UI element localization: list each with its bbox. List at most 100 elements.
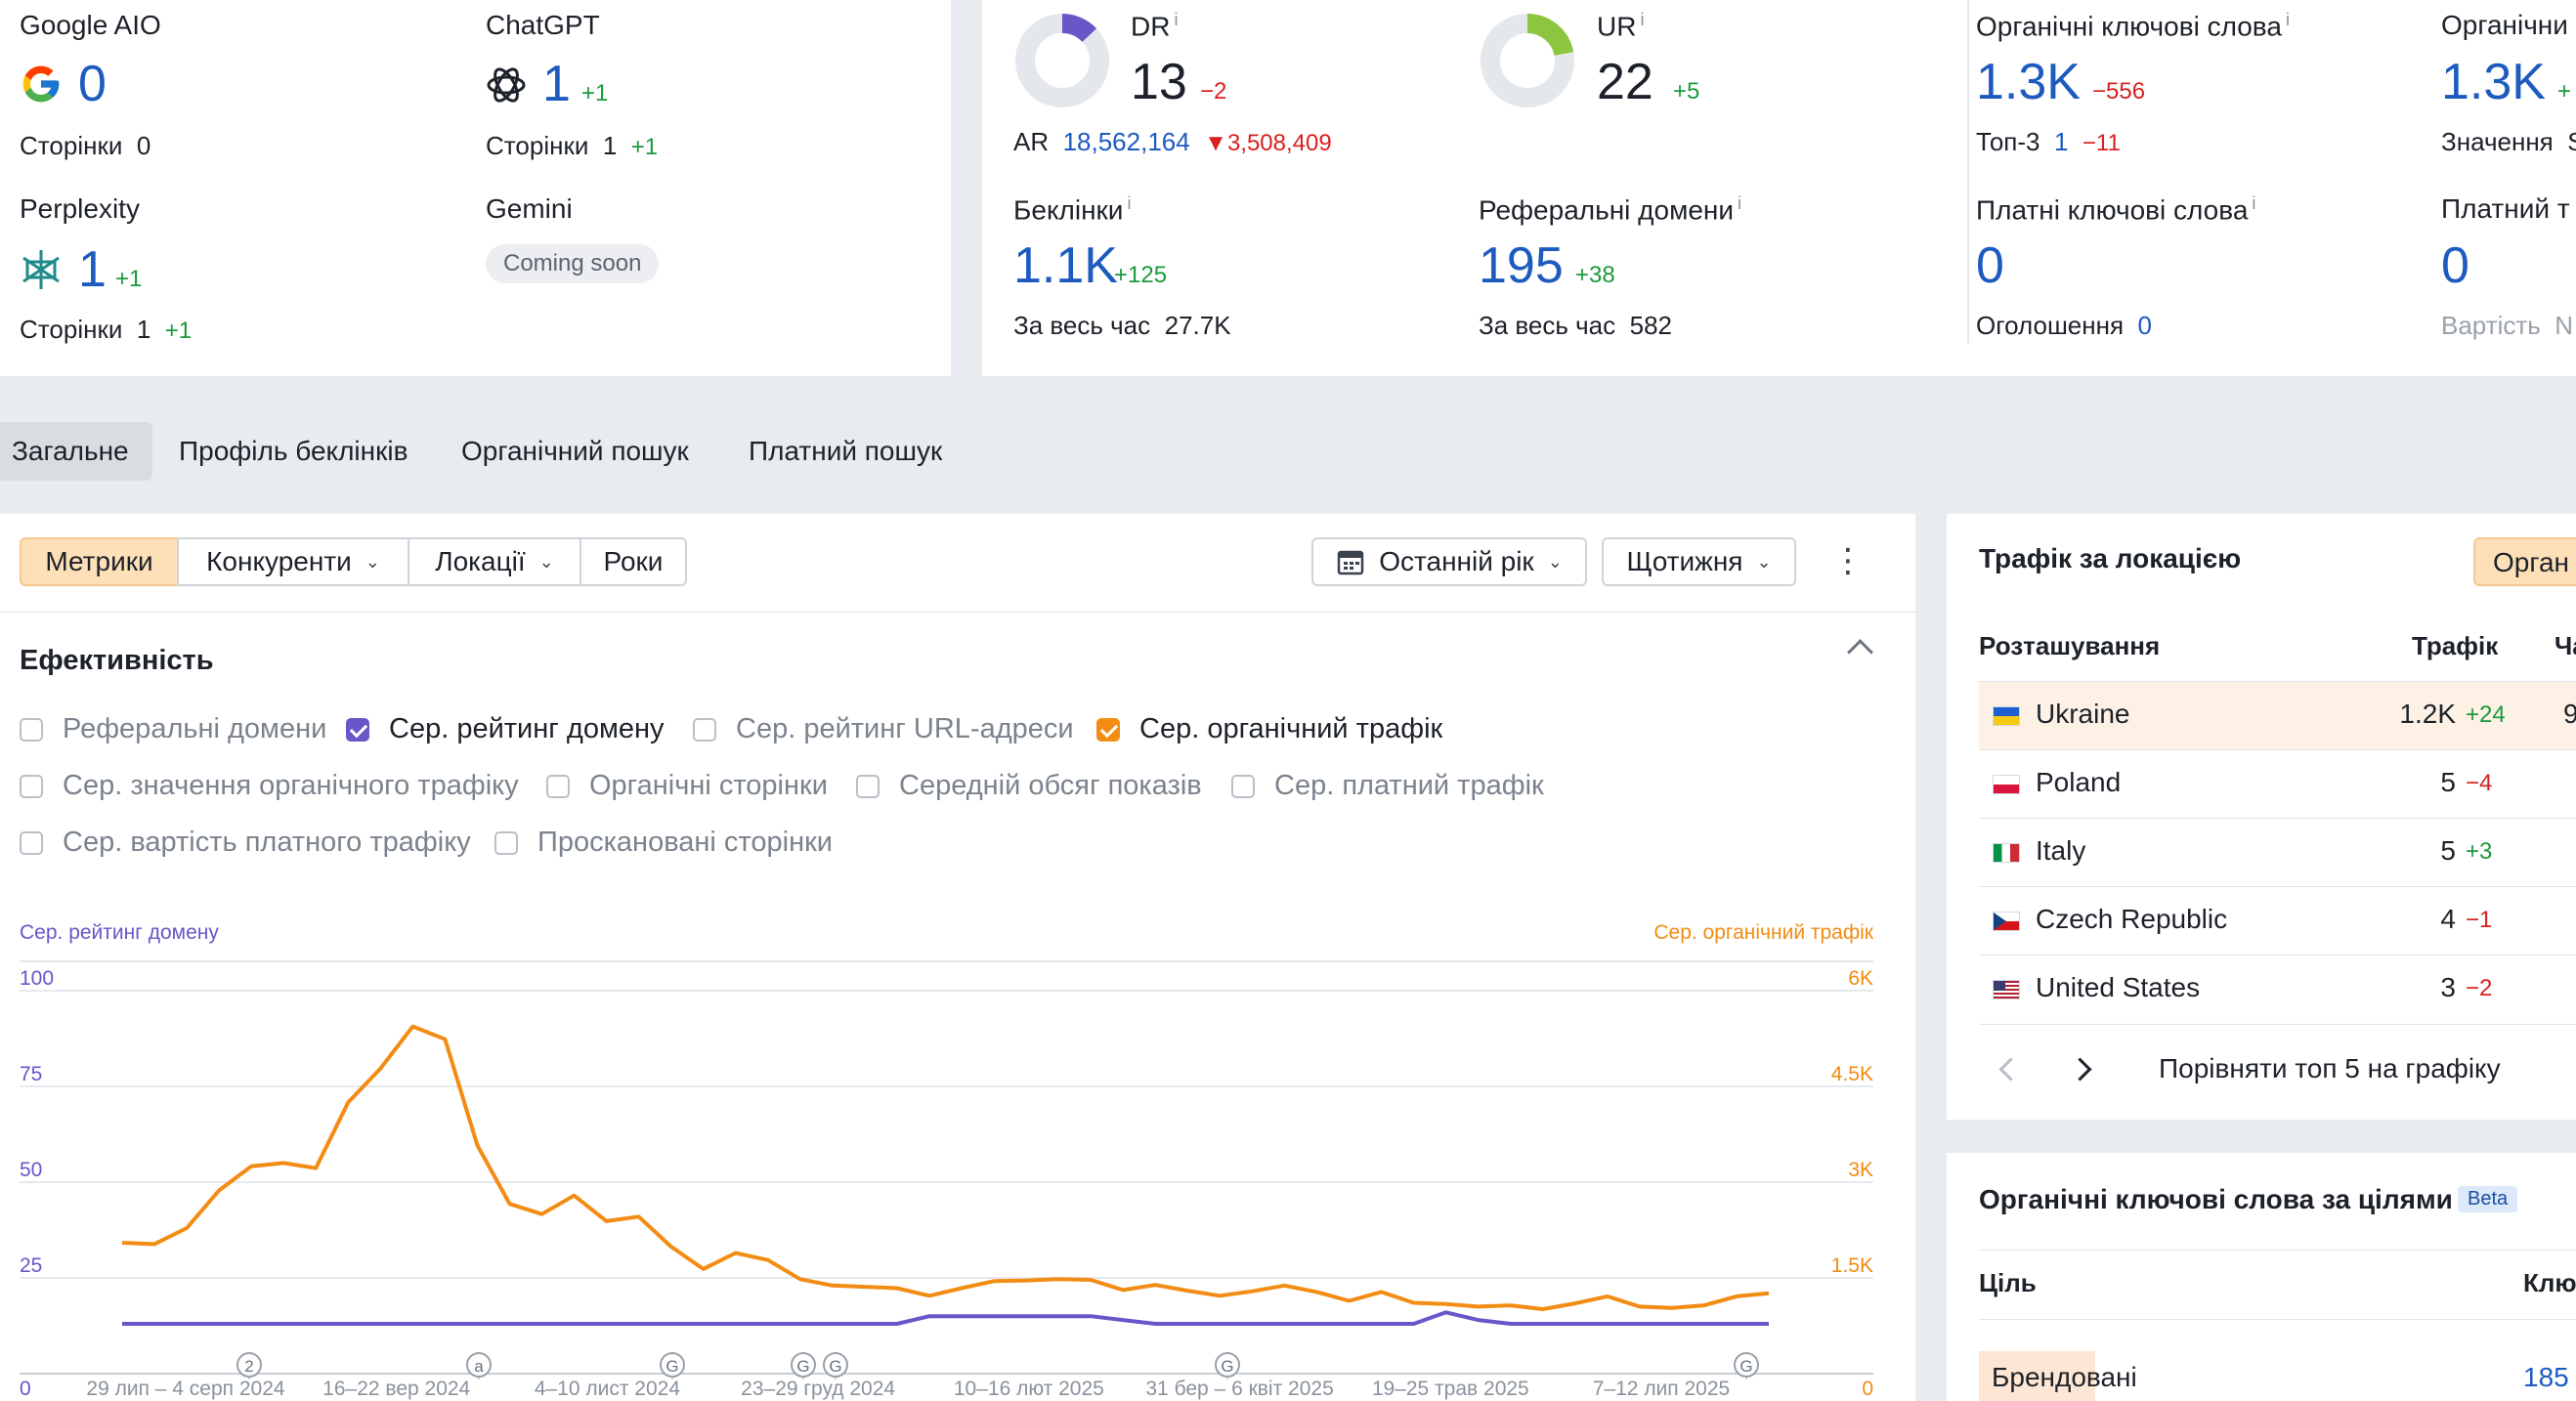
chart-annotation-marker: G [660, 1352, 685, 1380]
tab-overview[interactable]: Загальне [0, 422, 152, 481]
traffic-value: 1.2K [2399, 699, 2456, 729]
svg-text:G: G [1221, 1357, 1233, 1376]
interval-dropdown[interactable]: Щотижня ⌄ [1602, 537, 1796, 586]
google-aio-label: Google AIO [20, 10, 161, 40]
perplexity-label: Perplexity [20, 193, 140, 224]
gemini-label: Gemini [486, 193, 573, 224]
google-aio-value: 0 [78, 56, 107, 112]
chart-annotations: 2 a G G G G G [236, 1352, 1759, 1380]
flag-usa-icon [1993, 980, 2020, 999]
compare-top5-link[interactable]: Порівняти топ 5 на графіку [2159, 1053, 2501, 1083]
intent-row-value[interactable]: 185 [2523, 1362, 2569, 1392]
intent-bar [1979, 1351, 2095, 1401]
traffic-delta: −1 [2466, 907, 2493, 933]
competitors-dropdown[interactable]: Конкуренти ⌄ [177, 537, 409, 586]
organic-filter-button[interactable]: Орган [2473, 537, 2576, 586]
backlinks-label: Беклінки i [1013, 193, 1132, 226]
perplexity-icon [22, 250, 60, 289]
location-row[interactable]: United States 3 −2 [1979, 955, 2576, 1025]
chatgpt-delta: +1 [581, 80, 609, 106]
checkbox-label: Сер. платний трафік [1274, 770, 1544, 801]
series-line-organic-traffic [121, 1024, 1770, 1311]
right-tick-label: 0 [1862, 1378, 1873, 1400]
left-axis-label: Сер. рейтинг домену [20, 921, 219, 944]
beta-badge: Beta [2458, 1186, 2518, 1212]
checkbox-avg-paid-traffic[interactable] [1231, 775, 1255, 798]
performance-chart[interactable]: 100 75 50 25 0 6K 4.5K 3K 1.5K 0 29 лип – 4 серп… [0, 885, 1915, 1401]
google-aio-pages: Сторінки 0 [20, 131, 151, 160]
svg-text:G: G [665, 1357, 678, 1376]
checkbox-avg-organic-traffic[interactable] [1096, 718, 1120, 742]
organic-keywords-delta: −556 [2092, 78, 2146, 105]
location-row[interactable]: Ukraine 1.2K +24 9 [1979, 681, 2576, 750]
chevron-up-icon[interactable] [1847, 639, 1873, 665]
refdomains-label: Реферальні домени i [1479, 193, 1741, 226]
years-button[interactable]: Роки [580, 537, 687, 586]
x-axis-ticks: 29 лип – 4 серп 2024 16–22 вер 2024 4–10 л… [86, 1378, 1730, 1400]
chart-annotation-marker: a [466, 1352, 492, 1380]
chatgpt-pages: Сторінки 1 +1 [486, 131, 659, 160]
organic-traffic-value[interactable]: 1.3K [2441, 54, 2546, 110]
tab-backlink-profile[interactable]: Профіль беклінків [179, 436, 408, 466]
x-tick-label: 4–10 лист 2024 [535, 1378, 681, 1400]
checkbox-referring-domains[interactable] [20, 718, 43, 742]
checkbox-avg-impressions[interactable] [856, 775, 880, 798]
ads-row: Оголошення 0 [1976, 311, 2152, 340]
chatgpt-label: ChatGPT [486, 10, 600, 40]
paid-traffic-label: Платний т [2441, 193, 2570, 224]
dr-gauge [1015, 14, 1109, 107]
organic-keywords-value[interactable]: 1.3K [1976, 54, 2081, 110]
location-row[interactable]: Italy 5 +3 [1979, 818, 2576, 887]
performance-title: Ефективність [20, 645, 214, 676]
traffic-value: 3 [2440, 972, 2456, 1002]
right-axis-label: Сер. органічний трафік [1653, 921, 1873, 944]
left-tick-label: 25 [20, 1254, 42, 1277]
refdomains-value[interactable]: 195 [1479, 237, 1564, 294]
chevron-down-icon: ⌄ [538, 551, 554, 572]
checkbox-avg-domain-rating[interactable] [346, 718, 369, 742]
checkbox-avg-paid-cost[interactable] [20, 831, 43, 855]
left-tick-label: 100 [20, 967, 54, 990]
x-tick-label: 29 лип – 4 серп 2024 [86, 1378, 285, 1400]
checkbox-avg-organic-value[interactable] [20, 775, 43, 798]
col-extra: Ча [2555, 631, 2576, 660]
ur-label: UR i [1597, 10, 1645, 42]
svg-text:a: a [474, 1357, 484, 1376]
divider [1979, 1319, 2576, 1320]
flag-ukraine-icon [1993, 706, 2020, 726]
checkbox-avg-url-rating[interactable] [693, 718, 716, 742]
backlinks-value[interactable]: 1.1K [1013, 237, 1118, 294]
tab-paid-search[interactable]: Платний пошук [749, 436, 943, 466]
paid-cost-row: Вартість N [2441, 311, 2574, 340]
locations-dropdown[interactable]: Локації ⌄ [408, 537, 581, 586]
chart-annotation-marker: 2 [236, 1352, 262, 1380]
traffic-value: 5 [2440, 767, 2456, 797]
tab-organic-search[interactable]: Органічний пошук [461, 436, 689, 466]
checkbox-label: Сер. рейтинг домену [389, 713, 665, 744]
refdomains-delta: +38 [1575, 262, 1615, 288]
divider [1967, 0, 1969, 344]
intent-card-title: Органічні ключові слова за цілями [1979, 1184, 2453, 1214]
chevron-down-icon: ⌄ [365, 551, 380, 572]
flag-czech-icon [1993, 912, 2020, 931]
metrics-button[interactable]: Метрики [20, 537, 179, 586]
divider [1979, 1250, 2576, 1251]
x-tick-label: 19–25 трав 2025 [1372, 1378, 1529, 1400]
checkbox-crawled-pages[interactable] [494, 831, 518, 855]
chevron-down-icon: ⌄ [1756, 551, 1772, 572]
period-dropdown[interactable]: Останній рік ⌄ [1311, 537, 1587, 586]
col-goal: Ціль [1979, 1268, 2037, 1297]
x-tick-label: 31 бер – 6 квіт 2025 [1145, 1378, 1333, 1400]
paid-traffic-value[interactable]: 0 [2441, 237, 2469, 294]
location-row[interactable]: Poland 5 −4 [1979, 749, 2576, 819]
checkbox-organic-pages[interactable] [546, 775, 570, 798]
more-options-icon[interactable]: ⋮ [1831, 542, 1865, 579]
organic-traffic-label: Органічни [2441, 10, 2568, 40]
chart-grid [20, 960, 1873, 1375]
chart-annotation-marker: G [791, 1352, 816, 1380]
paid-keywords-value[interactable]: 0 [1976, 237, 2004, 294]
coming-soon-badge: Coming soon [486, 244, 660, 283]
calendar-icon [1337, 550, 1364, 575]
x-tick-label: 10–16 лют 2025 [954, 1378, 1104, 1400]
location-row[interactable]: Czech Republic 4 −1 [1979, 886, 2576, 955]
